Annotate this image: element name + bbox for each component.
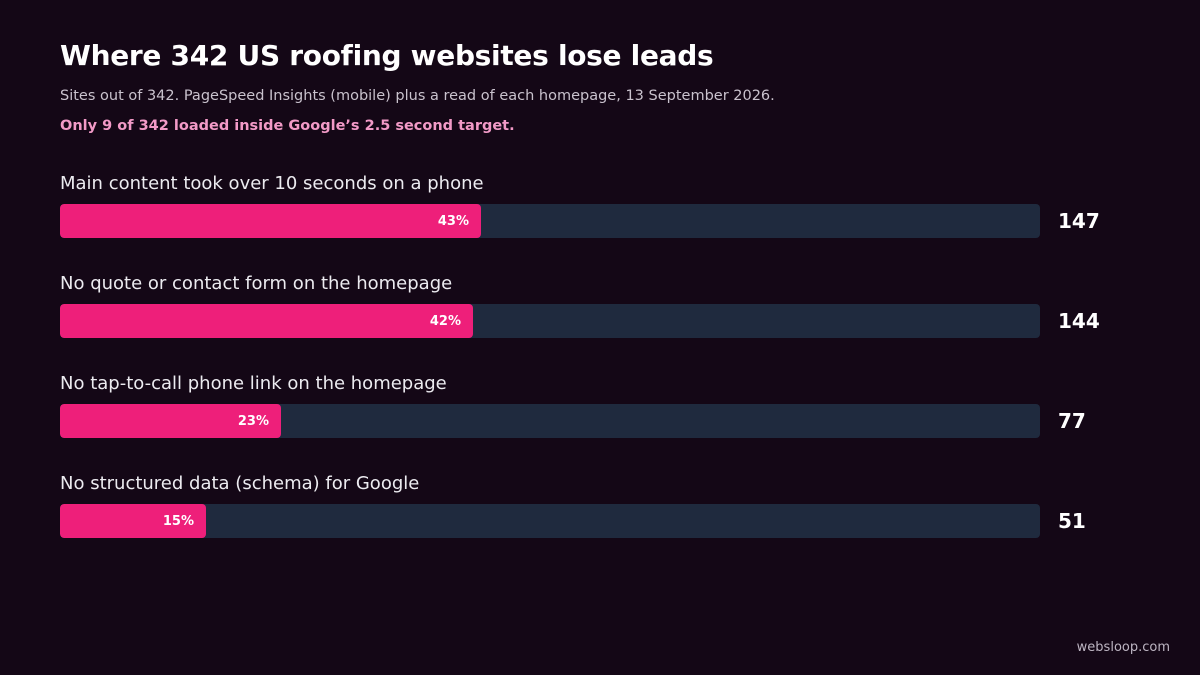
bar-track: 42% <box>60 304 1040 338</box>
bar-row: Main content took over 10 seconds on a p… <box>60 170 1160 270</box>
bar-value-label: 77 <box>1058 409 1086 433</box>
bar: 15% <box>60 504 206 538</box>
bar-track: 23% <box>60 404 1040 438</box>
bar-chart: Main content took over 10 seconds on a p… <box>60 170 1160 570</box>
bar-track: 43% <box>60 204 1040 238</box>
bar-percent-label: 23% <box>237 413 269 429</box>
bar-value-label: 147 <box>1058 209 1100 233</box>
bar-row: No structured data (schema) for Google 15… <box>60 470 1160 570</box>
bar-percent-label: 15% <box>162 513 194 529</box>
bar: 42% <box>60 304 473 338</box>
bar: 23% <box>60 404 281 438</box>
bar-percent-label: 43% <box>437 213 469 229</box>
bar-label: No tap-to-call phone link on the homepag… <box>60 373 447 394</box>
bar-label: Main content took over 10 seconds on a p… <box>60 173 484 194</box>
bar-track: 15% <box>60 504 1040 538</box>
bar-label: No structured data (schema) for Google <box>60 473 420 494</box>
bar-label: No quote or contact form on the homepage <box>60 273 453 294</box>
footer-credit: websloop.com <box>1076 640 1170 655</box>
chart-subtitle: Sites out of 342. PageSpeed Insights (mo… <box>60 88 775 104</box>
highlight-note: Only 9 of 342 loaded inside Google’s 2.5… <box>60 118 515 134</box>
chart-title: Where 342 US roofing websites lose leads <box>60 39 714 72</box>
bar-value-label: 144 <box>1058 309 1100 333</box>
bar-value-label: 51 <box>1058 509 1086 533</box>
bar-row: No tap-to-call phone link on the homepag… <box>60 370 1160 470</box>
bar-percent-label: 42% <box>429 313 461 329</box>
bar: 43% <box>60 204 481 238</box>
bar-row: No quote or contact form on the homepage… <box>60 270 1160 370</box>
